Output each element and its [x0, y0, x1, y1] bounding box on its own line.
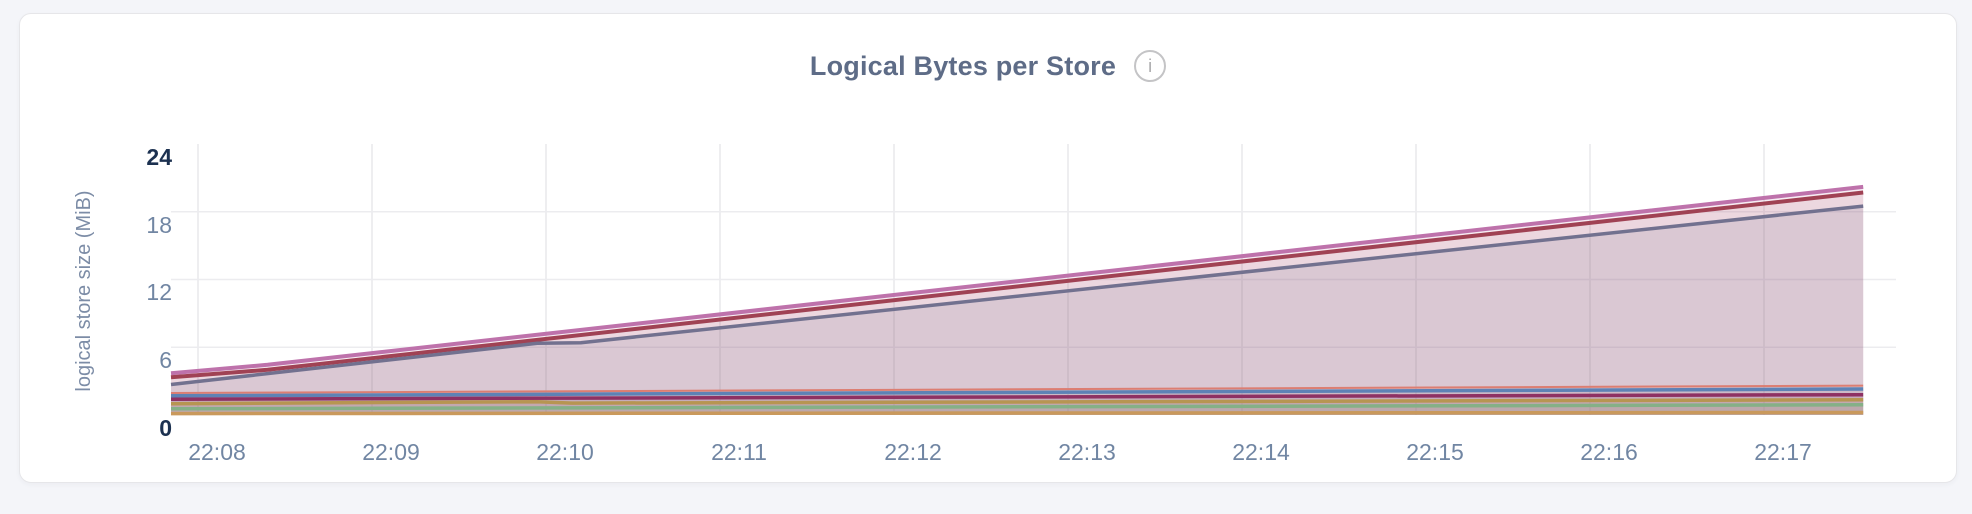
series-line-store-rising-1 [170, 184, 1864, 376]
chart-header: Logical Bytes per Store i [20, 50, 1956, 82]
info-icon[interactable]: i [1134, 50, 1167, 82]
x-tick-label: 22:10 [536, 439, 594, 465]
y-tick-label: 6 [159, 347, 172, 374]
x-tick-label: 22:12 [884, 439, 942, 465]
chart-title: Logical Bytes per Store [809, 50, 1117, 81]
series-area-store-rising-1 [171, 186, 1864, 415]
x-tick-label: 22:14 [1232, 439, 1290, 465]
series-line-store-flat-2 [170, 387, 1864, 398]
y-axis-tick-labels: 24 18 12 6 0 [110, 14, 172, 482]
y-tick-label: 18 [146, 211, 172, 238]
series-area-store-rising-3 [171, 206, 1864, 415]
info-icon-glyph: i [1148, 56, 1153, 76]
series-area-store-rising-2 [171, 192, 1864, 415]
series-line-store-flat-4 [170, 398, 1864, 406]
chart-card: Logical Bytes per Store i logical store … [19, 13, 1957, 483]
y-tick-label: 0 [159, 415, 172, 441]
x-tick-label: 22:16 [1580, 439, 1638, 465]
chart-plot-area[interactable] [20, 14, 1972, 514]
series-line-store-rising-3 [170, 204, 1864, 387]
series-line-store-flat-3 [170, 392, 1864, 401]
x-tick-label: 22:08 [188, 439, 246, 465]
x-tick-label: 22:09 [362, 439, 420, 465]
x-tick-label: 22:13 [1058, 439, 1116, 465]
series-line-store-flat-1 [170, 384, 1864, 394]
series-line-store-flat-5 [170, 403, 1864, 411]
series-line-store-flat-6 [170, 410, 1864, 416]
x-tick-label: 22:11 [711, 439, 767, 465]
x-tick-label: 22:17 [1754, 439, 1812, 465]
series-line-store-rising-2 [170, 190, 1864, 380]
x-tick-label: 22:15 [1406, 439, 1464, 465]
x-axis-tick-labels: 22:08 22:09 22:10 22:11 22:12 22:13 22:14 22:15… [20, 439, 1956, 469]
y-tick-label: 12 [146, 279, 172, 306]
page-background: { "card": { "title": "Logical Bytes per … [19, 13, 1957, 483]
y-tick-label: 24 [146, 143, 172, 170]
